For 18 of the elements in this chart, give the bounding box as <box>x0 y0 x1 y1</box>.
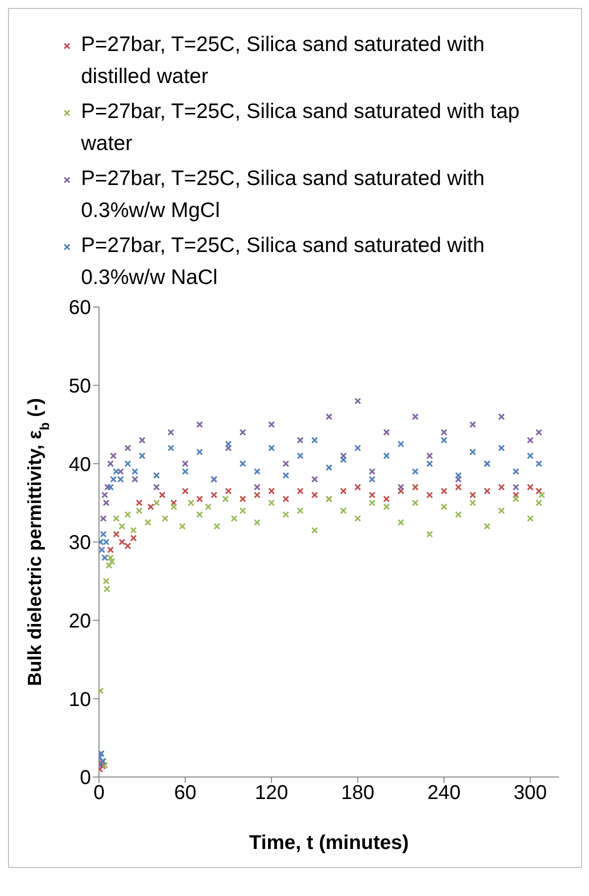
legend-label: P=27bar, T=25C, Silica sand saturated with distilled water <box>81 32 486 90</box>
y-tick-label: 40 <box>68 454 91 476</box>
x-tick-label: 60 <box>174 782 196 804</box>
x-tick-label: 120 <box>254 782 288 804</box>
x-tick-label: 180 <box>341 782 374 804</box>
y-tick-label: 20 <box>68 610 91 632</box>
legend-label: P=27bar, T=25C, Silica sand saturated with 0.3%w/w NaCl <box>81 233 486 291</box>
y-tick-label: 10 <box>68 688 91 711</box>
y-tick-label: 0 <box>80 767 91 790</box>
legend-label: P=27bar, T=25C, Silica sand saturated with 0.3%w/w MgCl <box>81 166 486 224</box>
y-tick-label: 30 <box>68 532 91 554</box>
y-tick-label: 50 <box>68 375 91 398</box>
x-axis-title: Time, t (minutes) <box>249 832 409 854</box>
x-tick-label: 300 <box>514 782 547 804</box>
x-tick-label: 0 <box>93 782 105 804</box>
legend-label: P=27bar, T=25C, Silica sand saturated with tap water <box>81 99 521 157</box>
x-tick-label: 240 <box>427 782 461 804</box>
y-tick-label: 60 <box>68 297 91 320</box>
